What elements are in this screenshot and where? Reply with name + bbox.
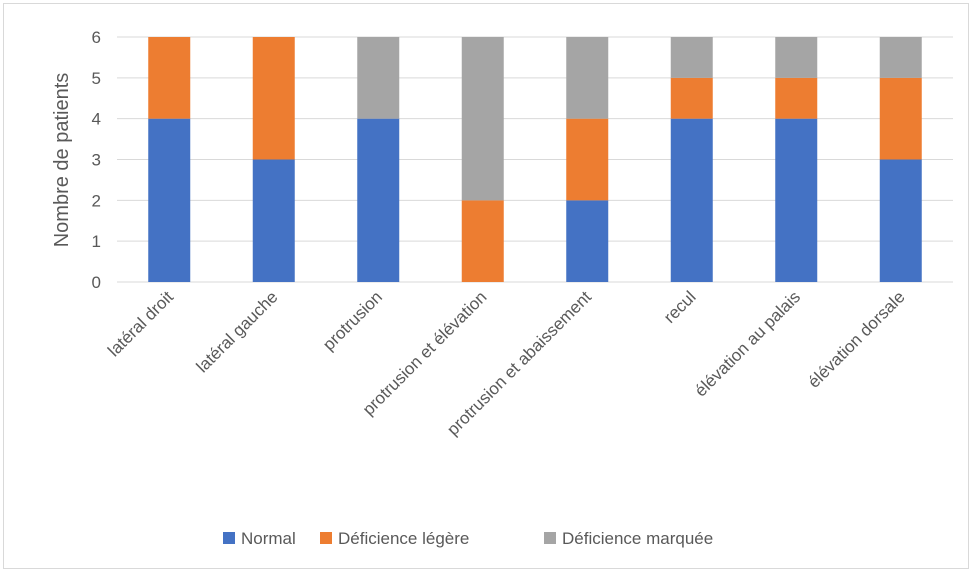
bar-segment — [566, 37, 609, 119]
bar-segment — [775, 37, 818, 78]
legend-swatch — [320, 532, 332, 544]
bar-segment — [670, 37, 713, 78]
bar-segment — [252, 37, 295, 160]
bar-segment — [148, 37, 191, 119]
y-axis-title: Nombre de patients — [51, 73, 73, 248]
bar-segment — [775, 118, 818, 283]
x-category-label: latéral gauche — [193, 287, 282, 376]
bar-segment — [670, 77, 713, 119]
bars — [148, 37, 922, 283]
y-tick-label: 4 — [92, 110, 101, 129]
y-tick-label: 6 — [92, 28, 101, 47]
y-tick-label: 3 — [92, 151, 101, 170]
bar-segment — [357, 118, 400, 283]
x-category-label: élévation au palais — [691, 287, 804, 400]
legend-label: Déficience marquée — [562, 529, 713, 548]
bar-segment — [461, 200, 504, 282]
bar-segment — [461, 37, 504, 201]
x-category-label: élévation dorsale — [804, 287, 908, 391]
legend-label: Déficience légère — [338, 529, 469, 548]
bar-segment — [775, 77, 818, 119]
bar-segment — [879, 77, 922, 160]
bar-segment — [879, 159, 922, 282]
bar-segment — [566, 200, 609, 282]
bar-segment — [670, 118, 713, 283]
y-tick-label: 2 — [92, 191, 101, 210]
x-category-label: protrusion — [319, 287, 386, 354]
bar-segment — [879, 37, 922, 78]
bar-segment — [566, 118, 609, 201]
legend-swatch — [223, 532, 235, 544]
legend-label: Normal — [241, 529, 296, 548]
bar-segment — [148, 118, 191, 283]
legend-swatch — [544, 532, 556, 544]
bar-segment — [357, 37, 400, 119]
y-axis-ticks: 0 1 2 3 4 5 6 — [92, 28, 101, 292]
y-tick-label: 1 — [92, 232, 101, 251]
gridlines — [117, 36, 953, 283]
x-axis-categories: latéral droit latéral gauche protrusionpro… — [104, 287, 908, 439]
y-tick-label: 5 — [92, 69, 101, 88]
y-tick-label: 0 — [92, 273, 101, 292]
bar-segment — [252, 159, 295, 282]
x-category-label: recul — [660, 287, 699, 326]
legend: Normal Déficience légère Déficience marqué… — [223, 529, 713, 548]
x-category-label: latéral droit — [104, 287, 177, 360]
